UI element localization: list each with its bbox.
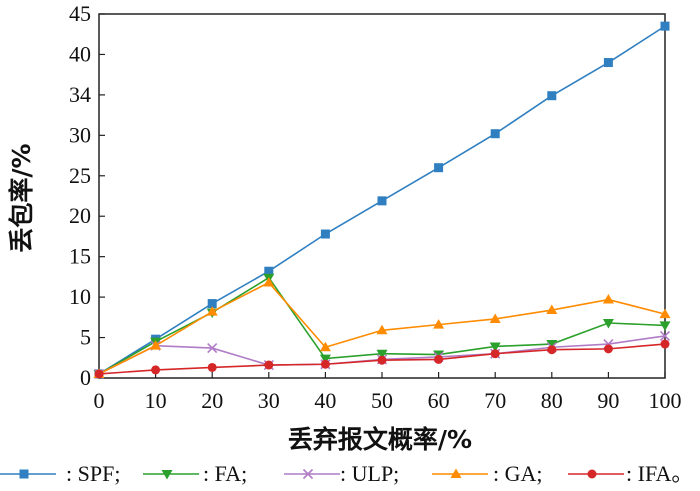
- legend-label-fa: : FA;: [203, 461, 247, 486]
- data-point-spf: [434, 163, 444, 173]
- data-point-ifa: [603, 344, 613, 354]
- data-point-fa: [319, 354, 331, 365]
- x-tick-label: 70: [484, 388, 506, 413]
- data-point-ifa: [207, 362, 217, 372]
- x-tick-label: 50: [371, 388, 393, 413]
- legend-label-spf: : SPF;: [66, 461, 120, 486]
- series-layer: [93, 21, 671, 380]
- data-point-spf: [320, 229, 330, 239]
- legend-marker-ifa: [587, 469, 597, 479]
- legend-label-ga: : GA;: [493, 461, 543, 486]
- y-tick-label: 34: [69, 82, 91, 107]
- y-tick-label: 5: [80, 325, 91, 350]
- x-tick-label: 0: [94, 388, 105, 413]
- data-point-ifa: [320, 359, 330, 369]
- y-tick-label: 40: [69, 41, 91, 66]
- data-point-ga: [206, 306, 218, 316]
- legend-marker-spf: [19, 469, 29, 479]
- series-ifa: [94, 339, 670, 379]
- plot-border: [98, 13, 666, 379]
- legend-marker-ga: [450, 468, 462, 478]
- data-point-spf: [603, 58, 613, 68]
- data-point-fa: [376, 349, 388, 360]
- y-axis: 0 5 10 15 20 25 30 34 40 45: [69, 1, 105, 390]
- data-point-spf: [207, 299, 217, 309]
- x-axis: 0 10 20 30 40 50 60 70 80 90 100: [94, 372, 682, 413]
- y-tick-label: 0: [80, 365, 91, 390]
- y-tick-label: 15: [69, 244, 91, 269]
- data-point-spf: [490, 129, 500, 139]
- y-axis-title: 丢包率/%: [7, 143, 36, 252]
- plot-frame: [98, 13, 666, 379]
- legend-marker-fa: [161, 470, 173, 480]
- x-axis-title: 丢弃报文概率/%: [288, 425, 472, 454]
- legend-label-ifa: : IFA。: [626, 461, 693, 486]
- data-point-ifa: [264, 360, 274, 370]
- x-tick-label: 80: [541, 388, 563, 413]
- legend: : SPF; : FA; : ULP; : GA; : IFA。: [0, 461, 693, 486]
- data-point-ga: [319, 341, 331, 352]
- data-point-fa: [659, 321, 671, 331]
- legend-item-spf: : SPF;: [0, 461, 120, 486]
- legend-label-ulp: : ULP;: [340, 461, 399, 486]
- data-point-spf: [660, 21, 670, 31]
- legend-item-ifa: : IFA。: [568, 461, 693, 486]
- legend-item-ga: : GA;: [432, 461, 543, 486]
- data-point-ifa: [490, 349, 500, 359]
- data-point-spf: [264, 266, 274, 276]
- data-point-ifa: [377, 355, 387, 365]
- data-point-ga: [602, 294, 614, 304]
- x-tick-label: 20: [201, 388, 223, 413]
- legend-item-ulp: : ULP;: [284, 461, 399, 486]
- data-point-ga: [546, 304, 558, 315]
- data-point-ga: [433, 319, 445, 329]
- data-point-ga: [659, 308, 671, 319]
- data-point-ifa: [660, 339, 670, 349]
- data-point-ifa: [547, 345, 557, 355]
- x-tick-label: 30: [258, 388, 280, 413]
- x-tick-label: 60: [428, 388, 450, 413]
- data-point-ifa: [151, 365, 161, 375]
- y-tick-label: 20: [69, 203, 91, 228]
- legend-item-fa: : FA;: [143, 461, 247, 486]
- data-point-spf: [377, 196, 387, 206]
- data-point-fa: [489, 342, 501, 352]
- x-tick-label: 10: [145, 388, 167, 413]
- data-point-ulp: [207, 343, 218, 354]
- x-tick-label: 90: [597, 388, 619, 413]
- data-point-ifa: [94, 369, 104, 379]
- data-point-fa: [602, 318, 614, 329]
- data-point-ga: [263, 277, 275, 287]
- x-tick-label: 100: [649, 388, 682, 413]
- data-point-spf: [547, 91, 557, 101]
- data-point-ga: [489, 313, 501, 323]
- x-tick-label: 40: [314, 388, 336, 413]
- y-tick-label: 30: [69, 122, 91, 147]
- data-point-ifa: [434, 354, 444, 364]
- data-point-ga: [376, 324, 388, 335]
- legend-marker-ulp: [302, 468, 314, 480]
- data-point-fa: [546, 340, 558, 350]
- data-point-ulp: [659, 330, 671, 342]
- y-tick-label: 10: [69, 284, 91, 309]
- data-point-ga: [150, 340, 162, 350]
- y-tick-label: 45: [69, 1, 91, 26]
- y-tick-label: 25: [69, 163, 91, 188]
